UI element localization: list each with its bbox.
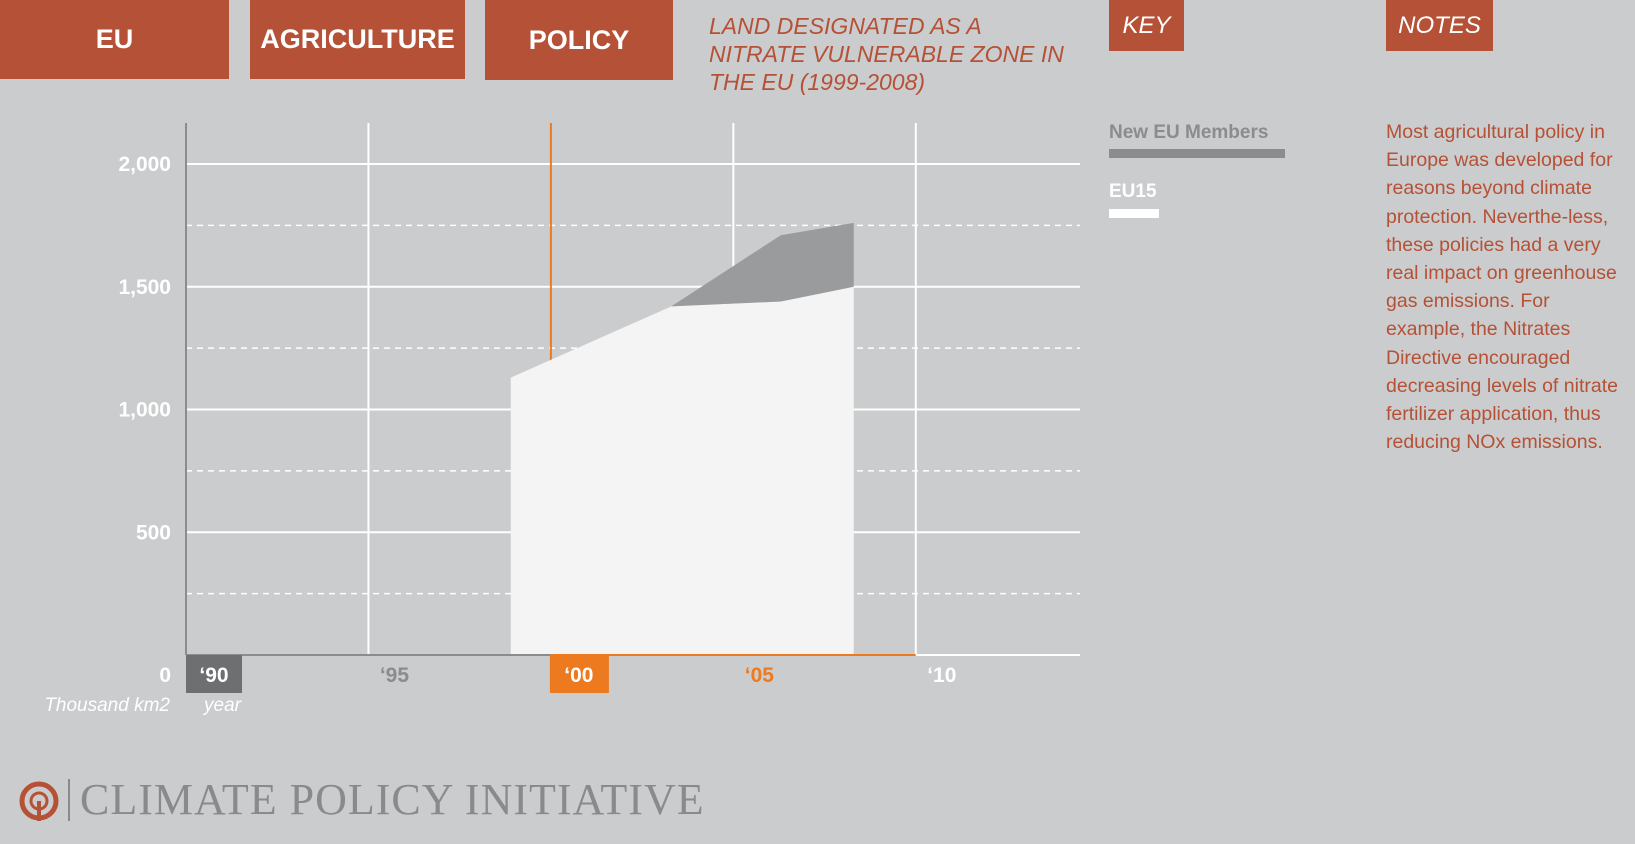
cpi-logo-icon bbox=[19, 781, 59, 821]
footer-organization: CLIMATE POLICY INITIATIVE bbox=[80, 775, 705, 824]
series-area-eu15 bbox=[510, 286, 854, 655]
key-label: KEY bbox=[1109, 0, 1184, 51]
y-tick-label: 500 bbox=[136, 521, 171, 544]
footer: CLIMATE POLICY INITIATIVE bbox=[18, 778, 705, 822]
y-tick-label: 1,000 bbox=[118, 399, 171, 422]
x-tick-badge-highlight bbox=[549, 655, 609, 693]
tag-eu: EU bbox=[0, 0, 229, 79]
area-chart: 0 500 1,000 1,500 2,000 ‘90 ‘95 ‘00 ‘05 ‘10 Thous… bbox=[44, 123, 1080, 716]
tag-policy: POLICY bbox=[485, 0, 673, 80]
y-tick-label: 2,000 bbox=[118, 153, 171, 176]
y-axis-label: Thousand km2 bbox=[44, 695, 170, 716]
legend-swatch-eu15 bbox=[1109, 209, 1159, 218]
tick-labels: 0 500 1,000 1,500 2,000 ‘90 ‘95 ‘00 ‘05 ‘10 bbox=[118, 153, 956, 693]
x-tick-label: ‘10 bbox=[927, 664, 956, 687]
grid-minor-lines bbox=[186, 224, 1080, 595]
legend-label-eu15: EU15 bbox=[1109, 181, 1157, 202]
notes-text: Most agricultural policy in Europe was d… bbox=[1386, 121, 1618, 454]
x-tick-label: ‘00 bbox=[564, 664, 593, 687]
x-axis-label: year bbox=[202, 695, 242, 716]
chart-title: LAND DESIGNATED AS A NITRATE VULNERABLE … bbox=[709, 13, 1064, 95]
x-tick-label: ‘95 bbox=[380, 664, 410, 687]
footer-separator bbox=[68, 779, 70, 821]
y-tick-label: 1,500 bbox=[118, 276, 171, 299]
series-area-new-eu-members bbox=[510, 222, 854, 378]
legend-label-new-eu-members: New EU Members bbox=[1109, 122, 1269, 143]
area-series bbox=[510, 222, 854, 655]
legend-swatch-new-eu-members bbox=[1109, 149, 1285, 158]
notes-label: NOTES bbox=[1386, 0, 1493, 51]
tag-agriculture: AGRICULTURE bbox=[250, 0, 465, 79]
x-tick-label: ‘90 bbox=[199, 664, 228, 687]
x-tick-badge-first bbox=[186, 655, 242, 693]
x-tick-label: ‘05 bbox=[745, 664, 775, 687]
axes bbox=[185, 123, 1080, 656]
y-tick-label: 0 bbox=[159, 664, 171, 687]
